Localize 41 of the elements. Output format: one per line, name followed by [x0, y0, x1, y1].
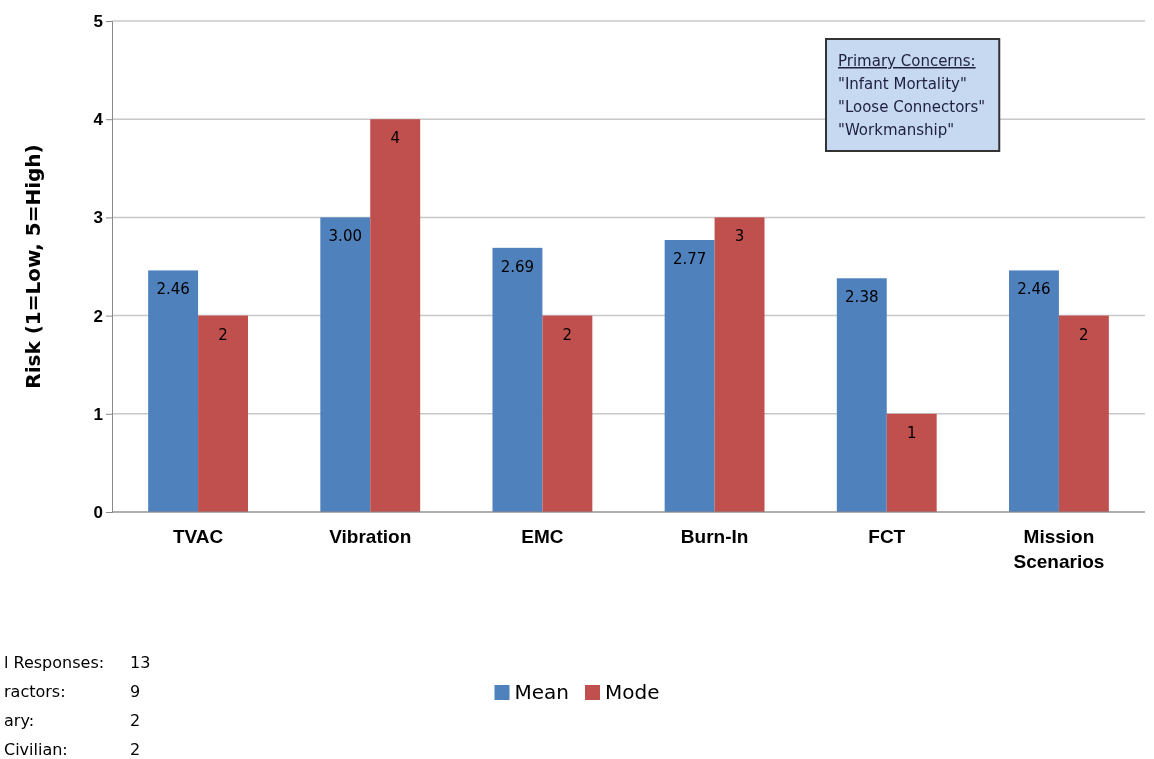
- x-tick-label: FCT: [868, 526, 906, 548]
- bar: [836, 278, 887, 512]
- bar: [1058, 315, 1109, 512]
- data-label: 2.77: [672, 249, 707, 268]
- bar: [492, 247, 543, 512]
- data-label: 2: [562, 325, 573, 344]
- bar: [1008, 270, 1059, 512]
- bar: [664, 239, 715, 512]
- bar: [198, 315, 249, 512]
- y-tick-label: 3: [93, 208, 103, 228]
- data-label: 2.38: [845, 288, 879, 307]
- data-label: 2.46: [1017, 280, 1051, 299]
- x-tick-label: Vibration: [329, 526, 412, 548]
- y-axis-title: Risk (1=Low, 5=High): [21, 144, 45, 389]
- bar: [320, 217, 371, 512]
- y-tick-label: 5: [93, 11, 103, 31]
- x-tick-label: Mission Scenarios: [1013, 526, 1105, 573]
- data-label: 1: [906, 423, 917, 442]
- y-tick-label: 1: [93, 404, 103, 424]
- y-tick-label: 4: [93, 110, 104, 130]
- x-tick-label: EMC: [521, 526, 564, 548]
- bar: [886, 413, 937, 512]
- data-label: 3.00: [328, 227, 362, 246]
- data-label: 2: [218, 325, 228, 344]
- legend-label: Mode: [605, 680, 660, 704]
- annotation: Primary Concerns: "Infant Mortality" "Loose Connectors" "Workmanship": [838, 52, 986, 139]
- bar: [542, 315, 593, 512]
- legend-label: Mean: [514, 680, 569, 704]
- data-label: 2.46: [156, 280, 190, 299]
- y-tick-label: 2: [93, 306, 103, 326]
- bar: [148, 270, 199, 512]
- x-tick-label: TVAC: [172, 526, 224, 548]
- y-tick-label: 0: [93, 502, 103, 522]
- data-label: 2.69: [500, 257, 535, 276]
- x-tick-label: Burn-In: [680, 526, 749, 548]
- data-label: 2: [1079, 325, 1089, 344]
- text: l Responses: 13 ractors: 9 ary: 2 Civilian: 2: [4, 653, 151, 759]
- data-label: 4: [390, 129, 400, 148]
- data-label: 3: [734, 227, 745, 246]
- bar: [370, 119, 421, 512]
- bar: [714, 217, 765, 512]
